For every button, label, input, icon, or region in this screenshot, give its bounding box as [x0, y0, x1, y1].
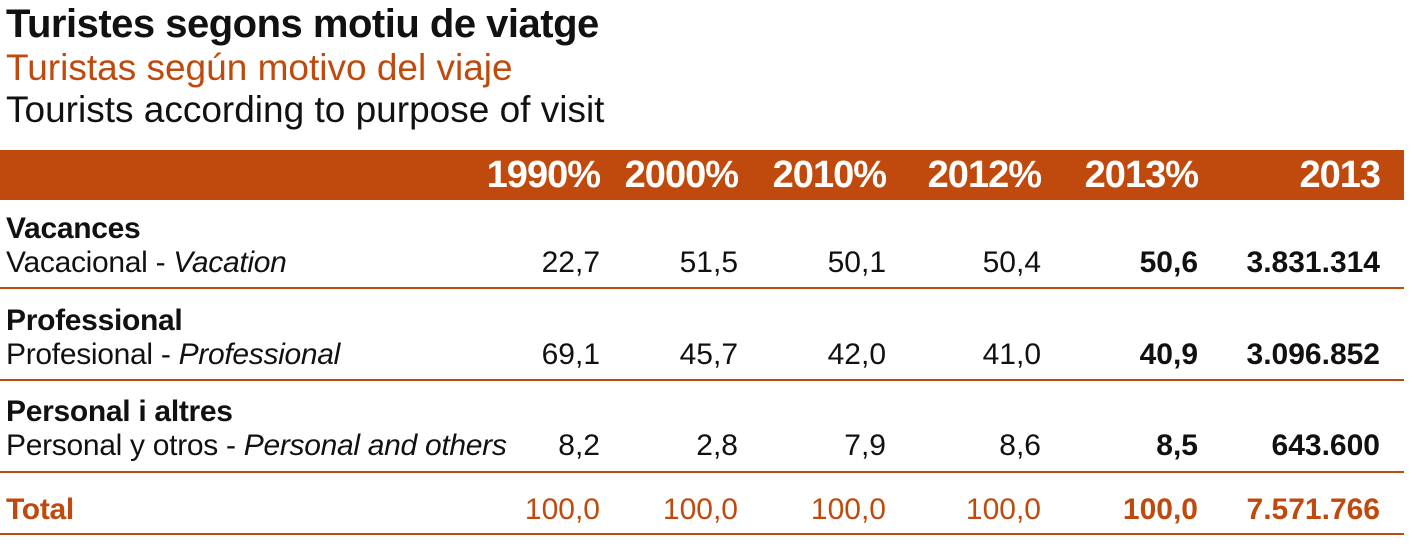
column-header-1990: 1990% [486, 154, 601, 196]
table-cell: 2,8 [696, 429, 738, 462]
row-label-ca: Personal i altres [6, 395, 233, 428]
column-header-2013-abs: 2013 [1299, 154, 1381, 196]
row-label-es: Profesional - [6, 338, 179, 371]
table-cell: 42,0 [827, 338, 886, 371]
table-cell: 51,5 [679, 246, 738, 279]
titles: Turistes segons motiu de viatge Turistas… [6, 0, 604, 132]
table-cell: 8,5 [1156, 429, 1198, 462]
table-cell: 7,9 [844, 429, 886, 462]
column-header-2010: 2010% [772, 154, 887, 196]
total-label: Total [6, 493, 74, 526]
row-divider [0, 287, 1404, 289]
row-label-ca: Professional [6, 304, 183, 337]
column-header-2012: 2012% [927, 154, 1042, 196]
table-header: 1990% 2000% 2010% 2012% 2013% 2013 [0, 150, 1404, 200]
row-label-es-en: Personal y otros - Personal and others [6, 429, 507, 463]
total-cell: 100,0 [810, 493, 886, 526]
table-cell: 8,2 [558, 429, 600, 462]
page-title: Turistes segons motiu de viatge [6, 2, 599, 46]
row-label-es: Vacacional - [6, 246, 174, 279]
table-cell: 50,6 [1139, 246, 1198, 279]
table-cell: 50,1 [827, 246, 886, 279]
table-cell: 3.831.314 [1246, 246, 1380, 279]
table-cell: 22,7 [541, 246, 600, 279]
row-label-es-en: Profesional - Professional [6, 338, 340, 372]
table-cell: 3.096.852 [1246, 338, 1380, 371]
total-cell: 7.571.766 [1246, 493, 1380, 526]
row-label-es: Personal y otros - [6, 429, 244, 462]
table-cell: 50,4 [982, 246, 1041, 279]
total-cell: 100,0 [524, 493, 600, 526]
row-divider [0, 379, 1404, 381]
row-label-es-en: Vacacional - Vacation [6, 246, 287, 280]
table-cell: 643.600 [1271, 429, 1380, 462]
column-header-2013-pct: 2013% [1084, 154, 1199, 196]
row-label-en: Vacation [173, 246, 287, 279]
row-label-ca: Vacances [6, 212, 141, 245]
total-cell: 100,0 [662, 493, 738, 526]
row-divider [0, 533, 1404, 535]
row-divider [0, 471, 1404, 473]
row-label-en: Professional [178, 338, 341, 371]
table-cell: 69,1 [541, 338, 600, 371]
table-cell: 40,9 [1139, 338, 1198, 371]
total-cell: 100,0 [965, 493, 1041, 526]
table-cell: 41,0 [982, 338, 1041, 371]
page-subtitle-es: Turistas según motivo del viaje [6, 47, 513, 88]
table-cell: 8,6 [999, 429, 1041, 462]
column-header-2000: 2000% [624, 154, 739, 196]
page-subtitle-en: Tourists according to purpose of visit [6, 89, 605, 130]
total-cell: 100,0 [1122, 493, 1198, 526]
row-label-en: Personal and others [243, 429, 507, 462]
table-cell: 45,7 [679, 338, 738, 371]
